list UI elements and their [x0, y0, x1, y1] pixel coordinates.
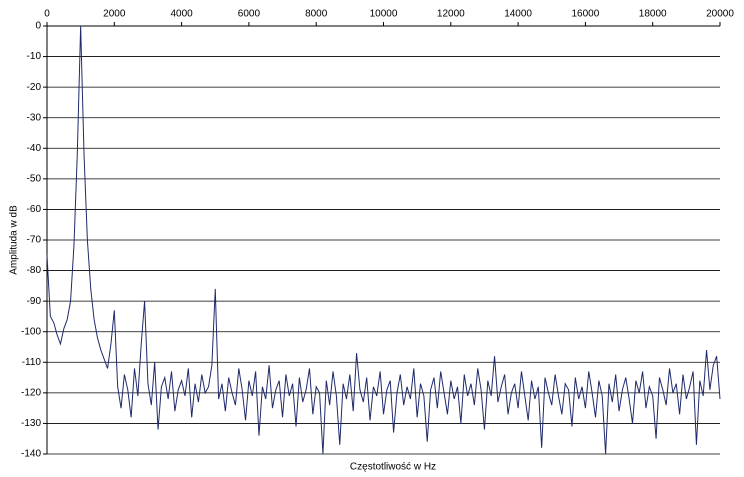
x-tick-label: 12000	[437, 9, 465, 20]
y-tick-label: -50	[27, 173, 42, 184]
x-tick-label: 20000	[706, 9, 734, 20]
y-tick-label: -140	[21, 449, 41, 460]
x-tick-label: 0	[44, 9, 50, 20]
y-tick-label: -90	[27, 296, 42, 307]
x-tick-label: 4000	[170, 9, 193, 20]
x-axis-title: Częstotliwość w Hz	[350, 462, 436, 473]
y-tick-label: -60	[27, 204, 42, 215]
y-tick-label: -120	[21, 387, 41, 398]
x-tick-label: 8000	[305, 9, 328, 20]
x-tick-label: 18000	[639, 9, 667, 20]
x-tick-label: 2000	[103, 9, 126, 20]
x-tick-label: 10000	[370, 9, 398, 20]
x-tick-label: 14000	[504, 9, 532, 20]
series-line	[46, 25, 721, 455]
y-tick-label: -40	[27, 143, 42, 154]
y-tick-label: -100	[21, 326, 41, 337]
y-tick-label: -10	[27, 51, 42, 62]
y-axis-title: Amplituda w dB	[9, 205, 20, 275]
y-tick-label: -70	[27, 235, 42, 246]
x-tick-label: 16000	[571, 9, 599, 20]
y-tick-label: -20	[27, 82, 42, 93]
y-tick-label: 0	[35, 21, 41, 32]
y-tick-label: -130	[21, 418, 41, 429]
y-tick-label: -110	[22, 357, 42, 368]
x-tick-label: 6000	[238, 9, 261, 20]
y-tick-label: -80	[27, 265, 42, 276]
y-tick-label: -30	[27, 112, 42, 123]
